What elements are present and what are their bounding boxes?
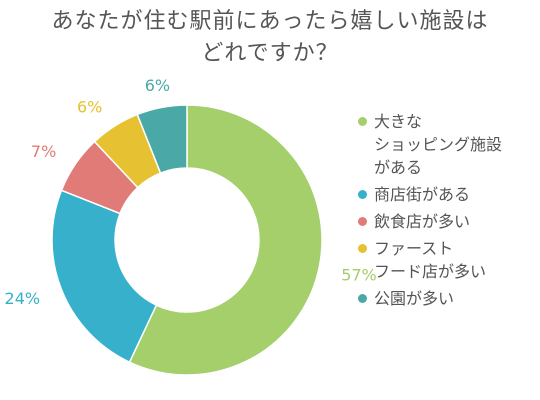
legend-swatch-5 bbox=[358, 294, 367, 303]
donut-slice-1 bbox=[128, 104, 323, 376]
chart-title: あなたが住む駅前にあったら嬉しい施設は どれですか？ bbox=[20, 6, 520, 70]
legend-swatch-2 bbox=[358, 190, 367, 199]
legend-label-1-line-3: がある bbox=[374, 158, 423, 177]
slice-label-2: 24% bbox=[5, 289, 41, 308]
donut-slice-5 bbox=[136, 104, 188, 175]
chart-title-line-1: あなたが住む駅前にあったら嬉しい施設は bbox=[51, 9, 489, 34]
legend-swatch-1 bbox=[358, 117, 367, 126]
legend-label-4-line-2: フード店が多い bbox=[374, 262, 487, 281]
legend-label-3-line-1: 飲食店が多い bbox=[374, 212, 471, 231]
slice-label-1: 57% bbox=[341, 265, 377, 284]
legend-label-5-line-1: 公園が多い bbox=[374, 289, 455, 308]
legend-item-5: 公園が多い bbox=[358, 287, 538, 310]
legend-item-2: 商店街がある bbox=[358, 183, 538, 206]
slice-label-3: 7% bbox=[31, 142, 56, 161]
legend-item-3: 飲食店が多い bbox=[358, 210, 538, 233]
legend: 大きなショッピング施設 がある商店街がある 飲食店が多い ファーストフード店が多い 公園… bbox=[358, 110, 538, 314]
slice-label-5: 6% bbox=[145, 76, 170, 95]
legend-item-4: ファーストフード店が多い bbox=[358, 237, 538, 283]
legend-label-4-line-1: ファースト bbox=[374, 239, 454, 258]
legend-label-1-line-1: 大きな bbox=[374, 112, 423, 131]
legend-label-2-line-1: 商店街がある bbox=[374, 185, 471, 204]
legend-swatch-4 bbox=[358, 244, 367, 253]
legend-item-1: 大きなショッピング施設 がある bbox=[358, 110, 538, 179]
chart-title-line-2: どれですか？ bbox=[201, 41, 339, 66]
donut-slice-2 bbox=[51, 189, 158, 364]
slice-label-4: 6% bbox=[77, 98, 102, 117]
legend-swatch-3 bbox=[358, 217, 367, 226]
legend-label-1-line-2: ショッピング施設 bbox=[374, 135, 503, 154]
